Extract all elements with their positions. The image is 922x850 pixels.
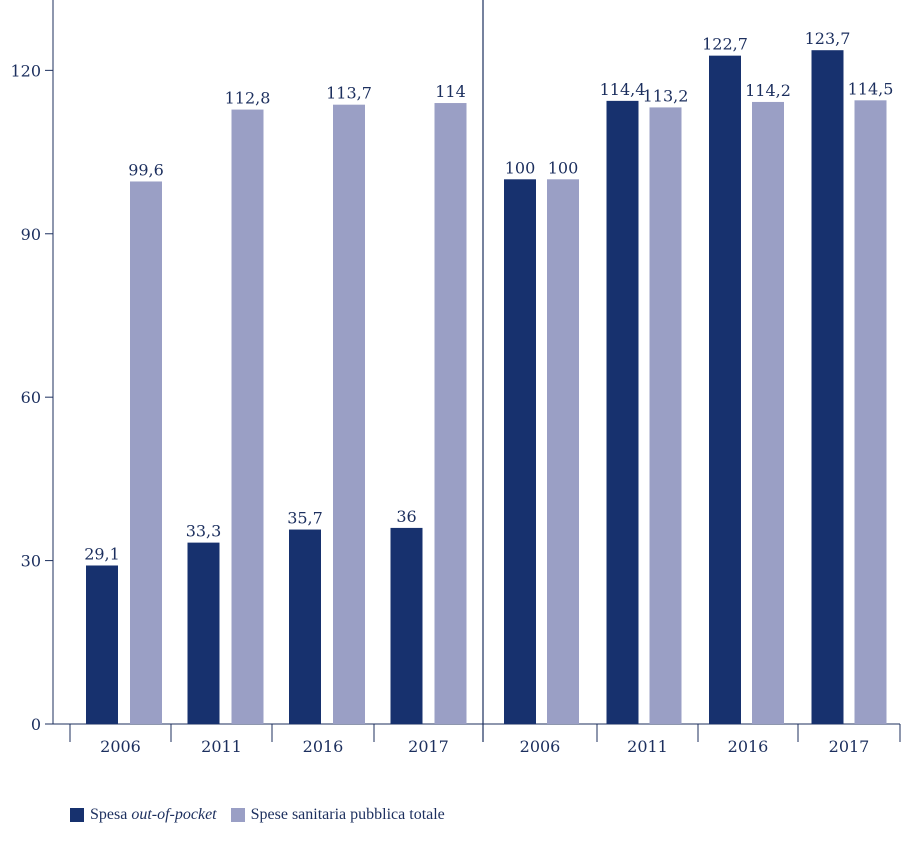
x-tick-label: 2006 <box>520 737 561 756</box>
data-label: 113,2 <box>643 86 689 105</box>
bar-out-of-pocket <box>606 100 639 724</box>
data-label: 114,4 <box>600 80 646 99</box>
bar-out-of-pocket <box>504 179 536 725</box>
bar-out-of-pocket <box>289 529 321 724</box>
data-label: 123,7 <box>805 29 851 48</box>
data-label: 99,6 <box>128 160 164 179</box>
data-label: 100 <box>505 158 536 177</box>
bar-out-of-pocket <box>709 55 741 725</box>
legend-label-public-spending: Spese sanitaria pubblica totale <box>250 806 445 823</box>
data-label: 113,7 <box>326 84 372 103</box>
bar-out-of-pocket <box>86 565 118 724</box>
legend-item-public-spending: Spese sanitaria pubblica totale <box>230 806 445 824</box>
x-tick-label: 2017 <box>829 737 870 756</box>
bar-public-spending <box>547 179 579 725</box>
data-label: 36 <box>396 507 416 526</box>
x-tick-label: 2011 <box>201 737 242 756</box>
bar-chart: 0 30 60 90 120 2006 29,1 99,6 2011 33,3 112,8 2016 3… <box>10 0 901 756</box>
bar-out-of-pocket <box>390 527 423 724</box>
data-label: 122,7 <box>702 35 748 54</box>
bar-out-of-pocket <box>811 50 844 724</box>
x-tick-label: 2016 <box>728 737 769 756</box>
bar-public-spending <box>649 107 682 724</box>
bar-public-spending <box>434 103 467 725</box>
bar-public-spending <box>130 181 162 724</box>
bar-public-spending <box>231 109 264 725</box>
x-tick-label: 2017 <box>408 737 449 756</box>
data-label: 29,1 <box>84 544 120 563</box>
data-label: 114 <box>435 82 466 101</box>
legend-item-out-of-pocket: Spesa out-of-pocket <box>70 806 217 824</box>
bar-public-spending <box>854 100 887 725</box>
x-tick-label: 2011 <box>627 737 668 756</box>
y-tick-label: 60 <box>21 388 41 407</box>
legend-label-out-of-pocket: Spesa out-of-pocket <box>90 806 217 823</box>
legend-swatch-public-spending <box>230 808 245 822</box>
y-tick-label: 30 <box>21 552 41 571</box>
data-label: 112,8 <box>225 89 271 108</box>
legend-swatch-out-of-pocket <box>70 808 84 822</box>
data-label: 100 <box>548 158 579 177</box>
y-tick-label: 0 <box>31 715 41 734</box>
bar-out-of-pocket <box>187 542 220 724</box>
y-tick-label: 120 <box>10 61 41 80</box>
data-label: 114,5 <box>848 79 894 98</box>
data-label: 35,7 <box>287 509 323 528</box>
bar-public-spending <box>333 104 365 725</box>
y-tick-label: 90 <box>21 225 41 244</box>
data-label: 114,2 <box>745 81 791 100</box>
data-label: 33,3 <box>186 522 222 541</box>
legend: Spesa out-of-pocket Spese sanitaria pubb… <box>70 806 459 824</box>
x-tick-label: 2016 <box>303 737 344 756</box>
x-tick-label: 2006 <box>100 737 141 756</box>
bar-public-spending <box>752 101 784 725</box>
